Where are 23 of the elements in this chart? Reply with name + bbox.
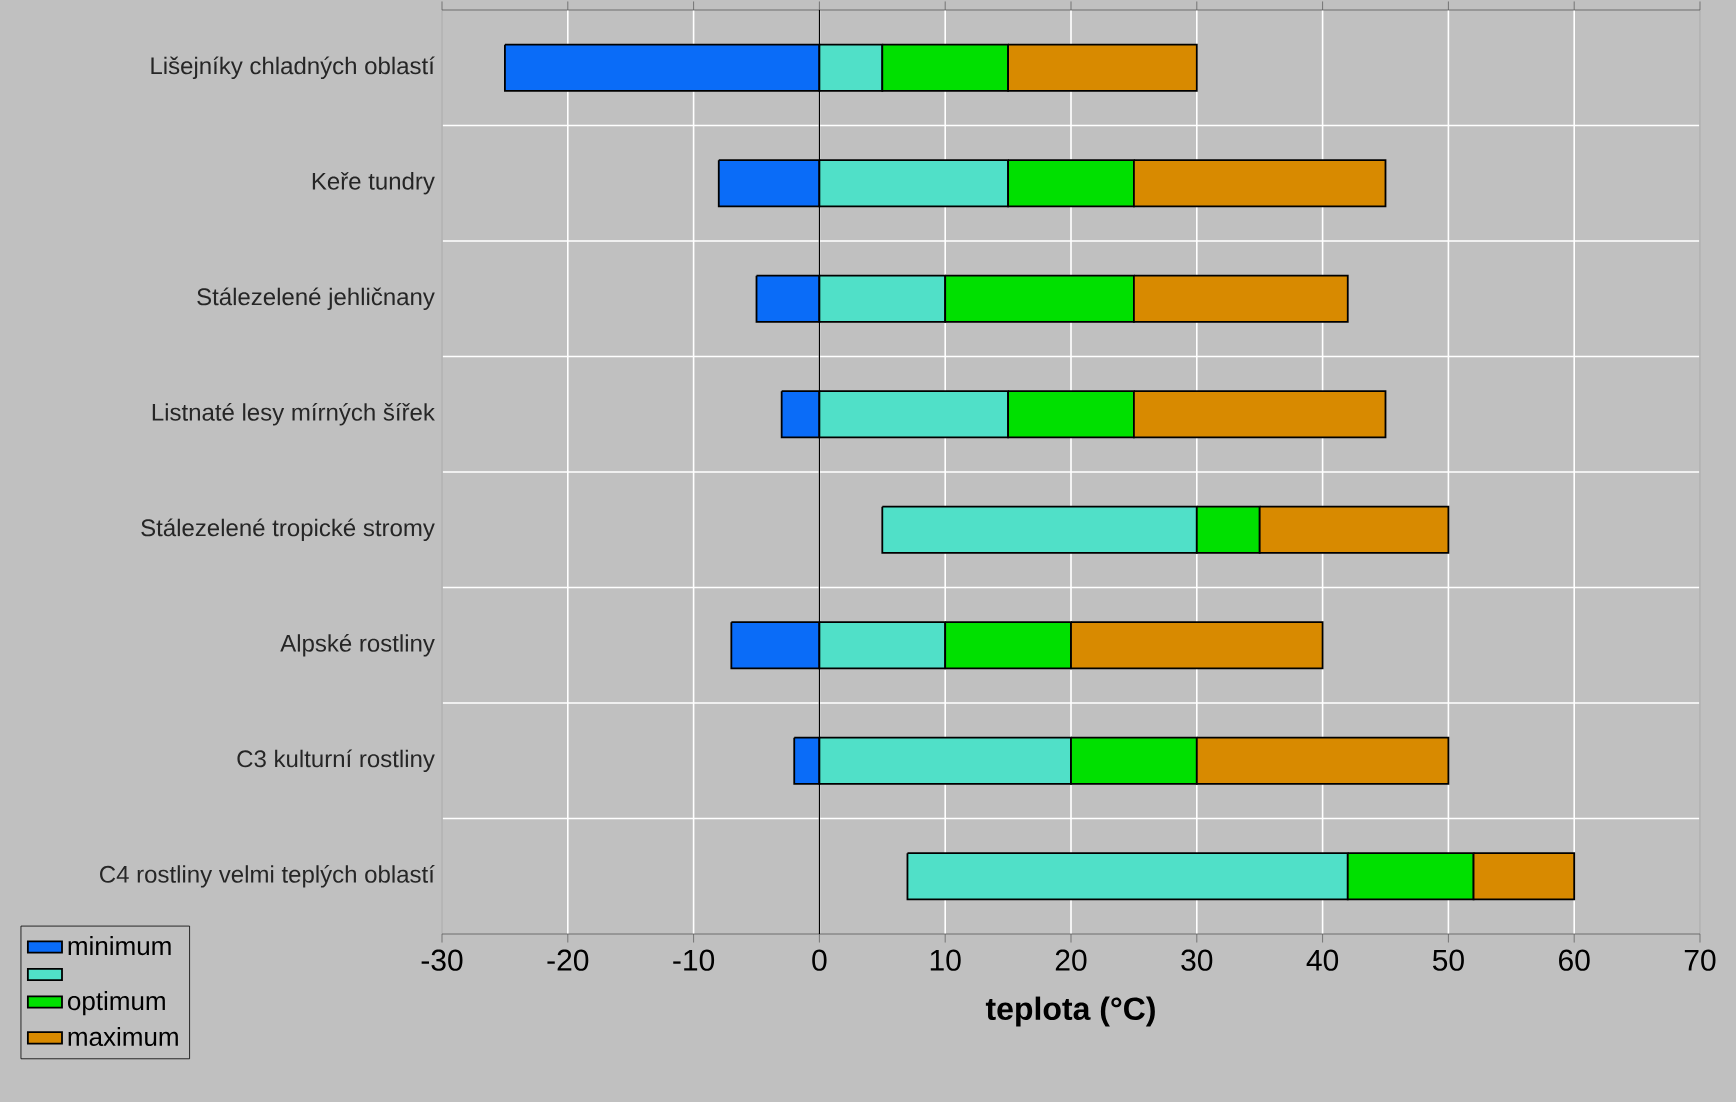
y-tick-label: Stálezelené tropické stromy [141,518,435,542]
y-tick-label: Keře tundry [312,172,435,195]
x-tick-label: 20 [1055,949,1087,971]
x-tick-label: 70 [1684,949,1716,971]
y-tick-label: Listnaté lesy mírných šířek [152,402,435,426]
x-tick-label: -20 [547,949,589,971]
x-axis-title: teplota (°C) [985,996,1155,1027]
x-tick-label: 30 [1181,949,1213,971]
y-tick-label: C4 rostliny velmi teplých oblastí [100,864,435,888]
legend-label: maximum [68,1026,178,1047]
x-tick-label: 40 [1306,949,1339,971]
x-tick-label: -30 [421,949,463,971]
x-tick-label: 0 [812,949,827,971]
y-tick-label: Lišejníky chladných oblastí [151,56,435,80]
x-tick-label: 10 [930,949,961,971]
x-tick-label: 60 [1559,949,1590,971]
legend-label: optimum [68,991,165,1016]
y-tick-label: C3 kulturní rostliny [237,749,435,773]
x-tick-label: 50 [1432,949,1464,971]
x-tick-label: -10 [673,949,715,971]
y-tick-label: Stálezelené jehličnany [197,287,435,311]
legend-label: minimum [68,936,171,956]
y-tick-label: Alpské rostliny [280,633,435,657]
